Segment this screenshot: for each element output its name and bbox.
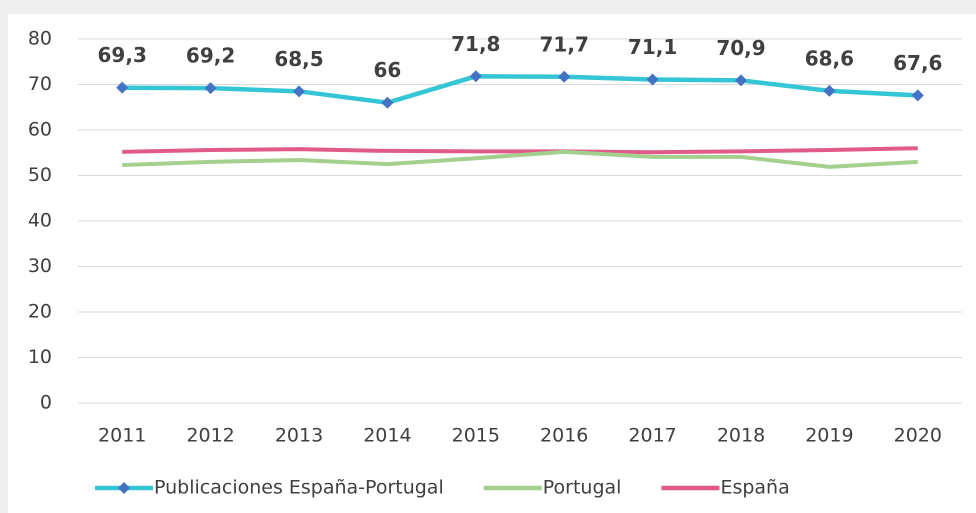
legend-label: Publicaciones España-Portugal bbox=[154, 477, 444, 499]
y-tick-label: 70 bbox=[28, 73, 52, 95]
data-label: 69,2 bbox=[186, 44, 235, 68]
y-tick-label: 60 bbox=[28, 119, 52, 141]
legend-label: Portugal bbox=[543, 477, 622, 499]
x-tick-label: 2015 bbox=[452, 425, 500, 447]
y-tick-label: 30 bbox=[28, 255, 52, 277]
marker bbox=[381, 96, 394, 109]
marker bbox=[469, 70, 482, 83]
marker bbox=[823, 84, 836, 97]
y-tick-label: 0 bbox=[40, 392, 52, 414]
legend-label: España bbox=[720, 477, 789, 499]
x-tick-label: 2011 bbox=[98, 425, 146, 447]
x-tick-label: 2019 bbox=[805, 425, 853, 447]
marker bbox=[646, 73, 659, 86]
top-strip bbox=[0, 0, 976, 14]
y-tick-label: 50 bbox=[28, 164, 52, 186]
chart-panel bbox=[8, 14, 976, 513]
data-label: 70,9 bbox=[716, 36, 765, 60]
y-tick-label: 20 bbox=[28, 301, 52, 323]
x-tick-label: 2013 bbox=[275, 425, 323, 447]
data-label: 67,6 bbox=[893, 51, 942, 75]
marker bbox=[293, 85, 305, 98]
x-tick-label: 2020 bbox=[894, 425, 942, 447]
marker bbox=[116, 81, 129, 94]
y-tick-label: 80 bbox=[28, 28, 52, 50]
series-line bbox=[122, 146, 918, 155]
x-tick-label: 2016 bbox=[540, 425, 588, 447]
marker bbox=[204, 82, 217, 95]
x-tick-label: 2014 bbox=[363, 425, 411, 447]
legend-marker bbox=[118, 482, 130, 494]
data-label: 66 bbox=[373, 58, 401, 82]
series-line bbox=[122, 74, 918, 105]
x-tick-label: 2012 bbox=[186, 425, 234, 447]
series-line bbox=[122, 149, 918, 169]
x-tick-label: 2018 bbox=[717, 425, 765, 447]
y-tick-label: 40 bbox=[28, 210, 52, 232]
data-label: 71,8 bbox=[451, 32, 500, 56]
marker bbox=[735, 74, 747, 87]
data-label: 68,5 bbox=[274, 47, 323, 71]
marker bbox=[911, 89, 924, 102]
data-label: 71,1 bbox=[628, 35, 677, 59]
data-label: 68,6 bbox=[805, 46, 854, 70]
data-label: 69,3 bbox=[98, 43, 147, 67]
y-tick-label: 10 bbox=[28, 346, 52, 368]
data-label: 71,7 bbox=[540, 32, 589, 56]
x-tick-label: 2017 bbox=[628, 425, 676, 447]
marker bbox=[558, 70, 571, 83]
